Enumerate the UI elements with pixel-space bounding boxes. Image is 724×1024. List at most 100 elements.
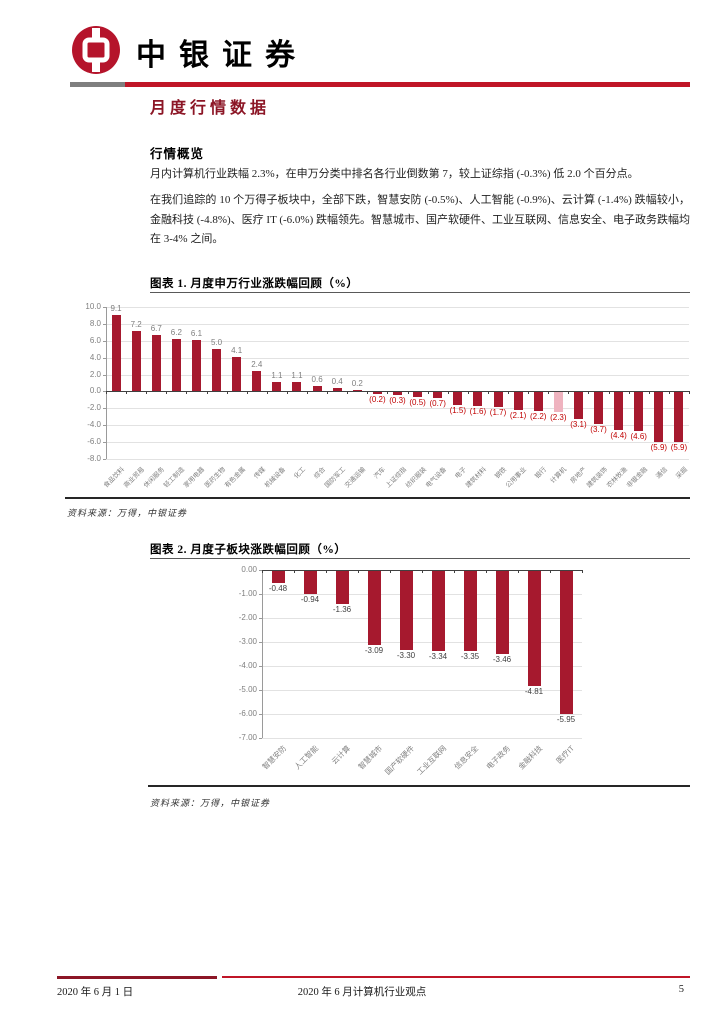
bar-value-label: 1.1 <box>271 371 283 381</box>
y-axis-tick-label: -8.0 <box>87 454 101 463</box>
bar-value-label: 6.2 <box>170 328 182 338</box>
x-axis-tick <box>307 391 309 395</box>
x-category-label: 食品饮料 <box>102 466 127 490</box>
x-axis-tick <box>407 391 409 395</box>
x-axis-tick <box>454 570 455 573</box>
bar-value-label: (4.4) <box>610 430 627 440</box>
gridline <box>106 459 689 460</box>
y-axis-tick <box>103 408 106 410</box>
x-category-label: 轻工制造 <box>163 466 187 490</box>
y-axis-line <box>106 307 107 459</box>
x-axis-tick <box>528 391 530 395</box>
bar-value-label: (1.7) <box>489 407 507 417</box>
gridline <box>262 594 582 595</box>
x-category-label: 交通运输 <box>344 466 368 490</box>
x-axis-tick <box>266 391 268 395</box>
y-axis-tick-label: 2.0 <box>89 369 101 379</box>
x-axis-tick <box>206 391 208 395</box>
gridline <box>106 442 689 444</box>
gridline <box>106 340 689 342</box>
x-axis-tick <box>390 570 391 573</box>
gridline <box>262 618 582 619</box>
bar-value-label: -3.30 <box>396 651 416 661</box>
x-category-label: 上证综指 <box>384 466 408 490</box>
x-category-label: 智慧安防 <box>260 743 289 772</box>
bar-上证综指 <box>393 392 402 395</box>
bar-建筑材料 <box>473 392 483 406</box>
x-axis-tick <box>427 391 429 395</box>
sw-industry-bar-chart: 10.0 8.0 6.0 4.0 2.0 0.0 -2.0 -4.0 -6.0 -8.0 9.1 食品… <box>65 299 690 497</box>
x-axis-tick <box>608 391 610 395</box>
x-category-label: 建筑材料 <box>464 466 488 490</box>
x-category-label: 银行 <box>534 466 549 481</box>
gridline <box>106 323 689 325</box>
figure1-bottom-rule <box>65 497 690 499</box>
bar-智慧城市 <box>367 571 381 646</box>
bar-value-label: (4.6) <box>630 432 647 442</box>
x-category-label: 国防军工 <box>323 466 348 490</box>
bar-智慧安防 <box>271 571 285 583</box>
bar-汽车 <box>372 392 382 395</box>
y-axis-tick-label: 4.0 <box>89 352 101 362</box>
figure2-bottom-rule <box>148 785 690 787</box>
x-axis-tick <box>126 391 128 395</box>
y-axis-tick <box>259 594 262 595</box>
x-axis-tick <box>226 391 228 395</box>
x-axis-tick <box>550 570 551 573</box>
bar-value-label: (0.5) <box>409 397 426 407</box>
header-rule-gray <box>70 82 125 87</box>
x-axis-tick <box>367 391 369 395</box>
y-axis-tick-label: -3.00 <box>238 637 257 646</box>
bar-value-label: (1.6) <box>469 406 487 416</box>
x-category-label: 纺织服装 <box>404 466 428 490</box>
bar-非银金融 <box>634 392 644 432</box>
x-category-label: 计算机 <box>549 466 569 485</box>
x-category-label: 采掘 <box>674 466 690 481</box>
bar-国防军工 <box>332 388 342 392</box>
bar-电子政务 <box>495 571 509 655</box>
bar-value-label: 7.2 <box>130 319 142 329</box>
header-rule-red <box>125 82 690 87</box>
bar-value-label: 1.1 <box>291 371 303 381</box>
gridline <box>262 666 582 667</box>
y-axis-tick <box>259 690 262 691</box>
y-axis-tick <box>103 391 106 393</box>
bar-value-label: 2.4 <box>251 360 263 370</box>
gridline <box>262 738 582 739</box>
bar-value-label: (2.2) <box>529 412 547 422</box>
x-axis-tick <box>689 391 690 395</box>
bar-value-label: 0.6 <box>311 375 323 385</box>
gridline <box>262 714 582 715</box>
zero-axis-line <box>106 391 689 393</box>
x-axis-tick <box>347 391 349 395</box>
header-brand: 中银证券 <box>70 25 308 78</box>
x-category-label: 工业互联网 <box>415 743 449 777</box>
bar-value-label: -5.95 <box>556 714 576 724</box>
bar-采掘 <box>674 392 684 443</box>
x-axis-tick <box>246 391 248 395</box>
x-category-label: 信息安全 <box>452 743 481 772</box>
brand-name: 中银证券 <box>136 39 308 72</box>
bar-value-label: -3.34 <box>428 652 448 662</box>
bar-机械设备 <box>272 382 282 392</box>
y-axis-tick <box>103 340 106 342</box>
y-axis-line <box>262 570 263 738</box>
bar-通信 <box>654 392 664 443</box>
y-axis-tick-label: -6.00 <box>238 709 257 718</box>
bar-云计算 <box>335 571 349 604</box>
x-category-label: 智慧城市 <box>356 743 385 772</box>
y-axis-tick-label: 8.0 <box>89 318 101 328</box>
y-axis-tick-label: -4.0 <box>87 420 101 430</box>
x-category-label: 非银金融 <box>625 466 649 490</box>
y-axis-tick <box>103 307 106 308</box>
x-axis-tick <box>648 391 650 395</box>
figure1-title-rule <box>150 292 690 293</box>
x-category-label: 建筑装饰 <box>585 466 609 490</box>
y-axis-tick-label: -4.00 <box>238 661 257 670</box>
figure2-source: 资料来源：万得，中银证券 <box>150 798 271 808</box>
bar-value-label: (0.2) <box>369 395 386 405</box>
bar-化工 <box>292 382 302 392</box>
bar-value-label: 5.0 <box>211 338 223 348</box>
bar-value-label: -4.81 <box>524 687 544 697</box>
y-axis-tick <box>259 570 262 571</box>
